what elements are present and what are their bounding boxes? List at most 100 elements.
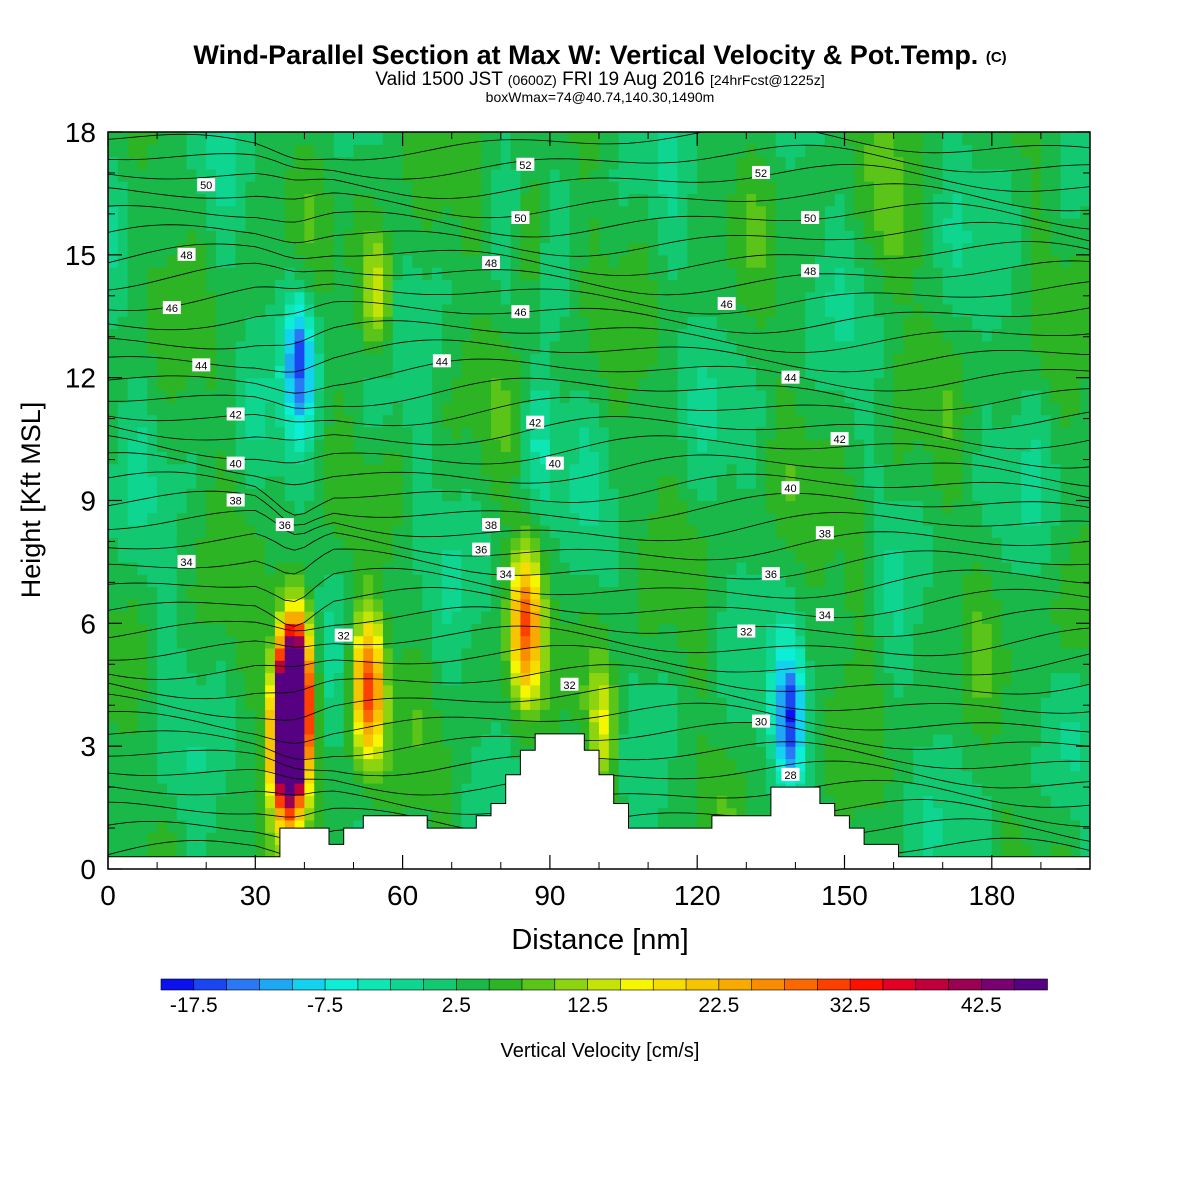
w-cell	[785, 672, 796, 686]
w-cell	[500, 537, 512, 551]
w-cell	[441, 697, 453, 710]
w-cell	[716, 389, 728, 403]
w-cell	[333, 819, 345, 833]
w-cell	[883, 414, 895, 428]
w-cell	[834, 783, 846, 796]
w-cell	[765, 254, 777, 268]
w-cell	[196, 316, 207, 330]
w-cell	[363, 168, 374, 182]
w-cell	[608, 537, 620, 551]
w-cell	[638, 291, 649, 305]
w-cell	[441, 426, 453, 440]
w-cell	[579, 586, 590, 600]
w-cell	[451, 451, 463, 465]
w-cell	[824, 451, 836, 465]
w-cell	[657, 242, 669, 256]
w-cell	[569, 684, 580, 698]
w-cell	[373, 770, 384, 784]
w-cell	[736, 525, 747, 538]
w-cell	[648, 414, 659, 428]
w-cell	[422, 709, 433, 723]
w-cell	[481, 414, 492, 428]
w-cell	[677, 132, 688, 145]
w-cell	[815, 537, 826, 551]
w-cell	[186, 611, 197, 624]
w-cell	[157, 377, 168, 391]
w-cell	[697, 598, 708, 612]
w-cell	[206, 611, 217, 624]
w-cell	[540, 242, 551, 256]
w-cell	[392, 488, 404, 502]
w-cell	[677, 611, 688, 624]
w-cell	[903, 193, 914, 207]
w-cell	[638, 242, 649, 256]
w-cell	[756, 574, 767, 588]
w-cell	[913, 697, 924, 710]
w-cell	[392, 168, 404, 182]
w-cell	[864, 549, 875, 563]
w-cell	[274, 205, 286, 219]
w-cell	[157, 684, 168, 698]
w-cell	[648, 709, 659, 723]
w-cell	[903, 377, 914, 391]
w-cell	[785, 697, 796, 710]
w-cell	[324, 709, 335, 723]
w-cell	[235, 426, 247, 440]
w-cell	[157, 733, 168, 747]
w-cell	[196, 303, 207, 317]
w-cell	[824, 230, 836, 244]
w-cell	[402, 156, 414, 170]
w-cell	[402, 795, 414, 809]
w-cell	[903, 525, 914, 538]
w-cell	[324, 807, 335, 821]
w-cell	[471, 733, 482, 747]
w-cell	[206, 279, 217, 293]
w-cell	[913, 316, 924, 330]
w-cell	[216, 844, 227, 858]
w-cell	[824, 783, 836, 796]
w-cell	[108, 439, 119, 452]
w-cell	[864, 488, 875, 502]
w-cell	[451, 389, 463, 403]
w-cell	[579, 512, 590, 526]
w-cell	[461, 660, 472, 674]
w-cell	[137, 475, 148, 489]
w-cell	[216, 242, 227, 256]
w-cell	[873, 561, 885, 575]
w-cell	[736, 721, 747, 735]
w-cell	[422, 537, 433, 551]
w-cell	[441, 230, 453, 244]
w-cell	[343, 733, 355, 747]
w-cell	[412, 512, 423, 526]
w-cell	[707, 181, 718, 195]
w-cell	[834, 635, 846, 649]
w-cell	[412, 156, 423, 170]
w-cell	[638, 684, 649, 698]
w-cell	[402, 623, 414, 637]
w-cell	[127, 561, 139, 575]
w-cell	[716, 217, 728, 231]
w-cell	[216, 697, 227, 710]
w-cell	[893, 426, 905, 440]
w-cell	[756, 451, 767, 465]
w-cell	[638, 512, 649, 526]
w-cell	[314, 475, 325, 489]
w-cell	[284, 525, 296, 538]
w-cell	[245, 156, 256, 170]
w-cell	[461, 205, 472, 219]
w-cell	[893, 340, 905, 354]
w-cell	[873, 475, 885, 489]
w-cell	[873, 389, 885, 403]
w-cell	[815, 733, 826, 747]
w-cell	[864, 181, 875, 195]
w-cell	[441, 181, 453, 195]
w-cell	[274, 586, 286, 600]
w-cell	[235, 561, 247, 575]
w-cell	[756, 205, 767, 219]
w-cell	[373, 783, 384, 796]
w-cell	[392, 660, 404, 674]
w-cell	[402, 402, 414, 416]
w-cell	[382, 611, 394, 624]
w-cell	[903, 279, 914, 293]
w-cell	[608, 647, 620, 661]
